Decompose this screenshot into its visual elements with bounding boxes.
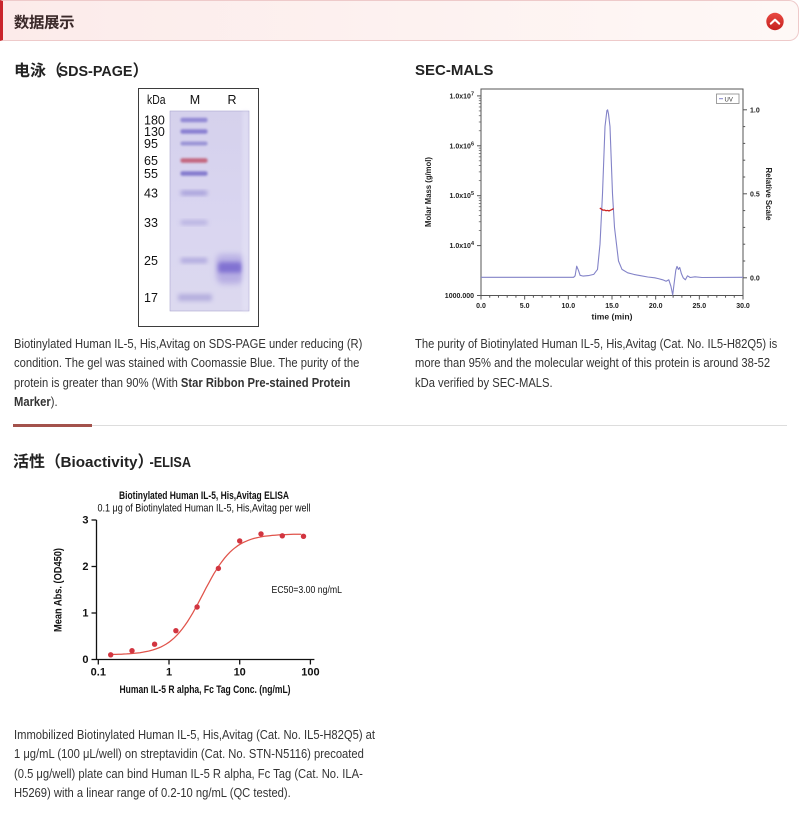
svg-text:Molar Mass (g/mol): Molar Mass (g/mol) [424, 157, 433, 227]
svg-text:-ELISA: -ELISA [150, 454, 192, 471]
svg-text:10.0: 10.0 [562, 303, 576, 310]
svg-text:M: M [190, 93, 200, 107]
svg-text:65: 65 [144, 154, 158, 168]
svg-text:0.0: 0.0 [476, 303, 486, 310]
svg-text:25.0: 25.0 [693, 303, 707, 310]
svg-text:1: 1 [82, 608, 88, 620]
svg-text:0.1: 0.1 [91, 667, 106, 679]
svg-text:10: 10 [234, 667, 246, 679]
svg-text:25: 25 [144, 254, 158, 268]
svg-text:R: R [227, 93, 236, 107]
svg-text:1.0: 1.0 [750, 107, 760, 114]
svg-text:Bioactivity: Bioactivity [61, 454, 139, 471]
svg-text:0.5: 0.5 [750, 191, 760, 198]
svg-text:UV: UV [725, 98, 733, 104]
svg-text:Human IL-5 R alpha, Fc Tag Con: Human IL-5 R alpha, Fc Tag Conc. (ng/mL) [120, 684, 291, 696]
svg-text:100: 100 [301, 667, 319, 679]
svg-text:33: 33 [144, 216, 158, 230]
svg-text:1.0x104: 1.0x104 [450, 241, 475, 250]
svg-text:1000.000: 1000.000 [445, 293, 474, 300]
svg-text:1.0x107: 1.0x107 [450, 91, 474, 100]
svg-text:time (min): time (min) [592, 313, 633, 322]
svg-text:Relative Scale: Relative Scale [764, 168, 773, 222]
svg-text:0.0: 0.0 [750, 275, 760, 282]
svg-text:43: 43 [144, 187, 158, 201]
svg-text:0: 0 [82, 654, 88, 666]
svg-text:Biotinylated Human IL-5, His,A: Biotinylated Human IL-5, His,Avitag ELIS… [119, 490, 289, 502]
svg-text:30.0: 30.0 [736, 303, 750, 310]
svg-text:Mean Abs. (OD450): Mean Abs. (OD450) [53, 548, 65, 632]
svg-text:3: 3 [82, 515, 88, 527]
svg-text:5.0: 5.0 [520, 303, 530, 310]
svg-text:1.0x105: 1.0x105 [450, 191, 474, 200]
svg-text:130: 130 [144, 125, 165, 139]
svg-text:2: 2 [82, 561, 88, 573]
svg-text:0.1 μg of Biotinylated Human I: 0.1 μg of Biotinylated Human IL-5, His,A… [98, 503, 311, 515]
svg-text:17: 17 [144, 291, 158, 305]
svg-text:55: 55 [144, 167, 158, 181]
svg-text:95: 95 [144, 137, 158, 151]
svg-text:kDa: kDa [147, 93, 166, 107]
svg-text:20.0: 20.0 [649, 303, 663, 310]
svg-text:EC50=3.00 ng/mL: EC50=3.00 ng/mL [272, 584, 343, 596]
svg-text:1: 1 [166, 667, 172, 679]
svg-text:180: 180 [144, 114, 165, 128]
svg-text:15.0: 15.0 [605, 303, 619, 310]
svg-text:SDS-PAGE: SDS-PAGE [59, 63, 133, 80]
svg-text:1.0x106: 1.0x106 [450, 141, 474, 150]
